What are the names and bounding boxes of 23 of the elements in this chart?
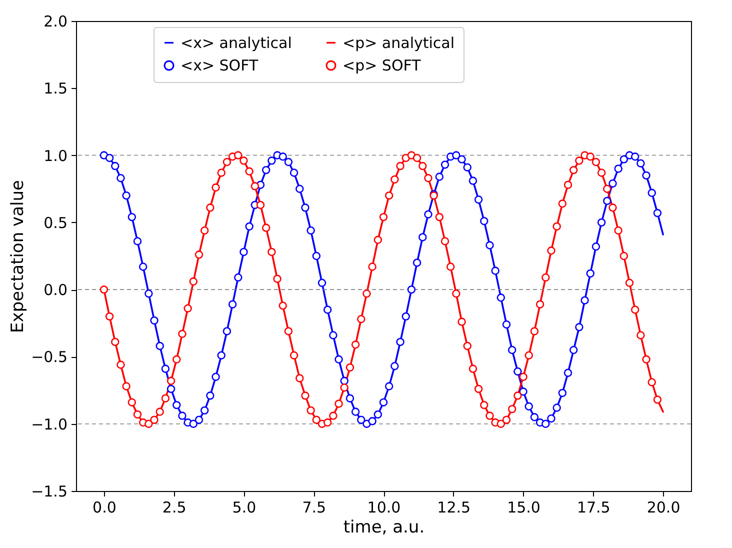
x-tick-label: 17.5: [576, 498, 610, 516]
x-axis-title: time, a.u.: [343, 518, 425, 538]
x-tick-label: 15.0: [507, 498, 540, 516]
y-tick-label: 1.5: [44, 80, 68, 98]
y-tick-label: −0.5: [31, 348, 68, 366]
x-tick-label: 2.5: [162, 498, 186, 516]
y-axis-title: Expectation value: [8, 180, 28, 333]
y-tick-label: 1.0: [44, 146, 68, 165]
x-tick-label: 5.0: [232, 498, 256, 516]
x-tick-label: 7.5: [302, 498, 326, 516]
x-tick-label: 12.5: [437, 498, 471, 516]
legend-label: <p> analytical: [342, 34, 455, 52]
legend-label: <x> SOFT: [180, 56, 259, 74]
x-tick-label: 0.0: [92, 498, 116, 516]
y-tick-label: 0.0: [44, 281, 68, 300]
x-tick-label: 10.0: [367, 498, 401, 516]
x-tick-label: 20.0: [646, 498, 680, 516]
y-tick-label: −1.0: [31, 415, 68, 434]
y-tick-label: −1.5: [31, 482, 68, 500]
y-tick-label: 2.0: [44, 12, 68, 30]
y-tick-label: 0.5: [44, 214, 68, 232]
legend-label: <x> analytical: [180, 34, 292, 52]
legend-label: <p> SOFT: [342, 56, 422, 74]
